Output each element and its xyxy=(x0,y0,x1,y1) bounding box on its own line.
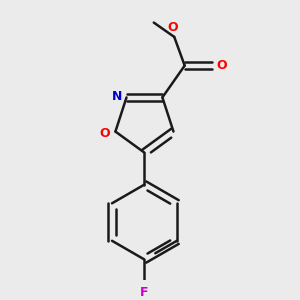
Text: O: O xyxy=(100,127,110,140)
Text: O: O xyxy=(167,21,178,34)
Text: O: O xyxy=(217,59,227,72)
Text: N: N xyxy=(112,89,122,103)
Text: F: F xyxy=(140,286,149,299)
